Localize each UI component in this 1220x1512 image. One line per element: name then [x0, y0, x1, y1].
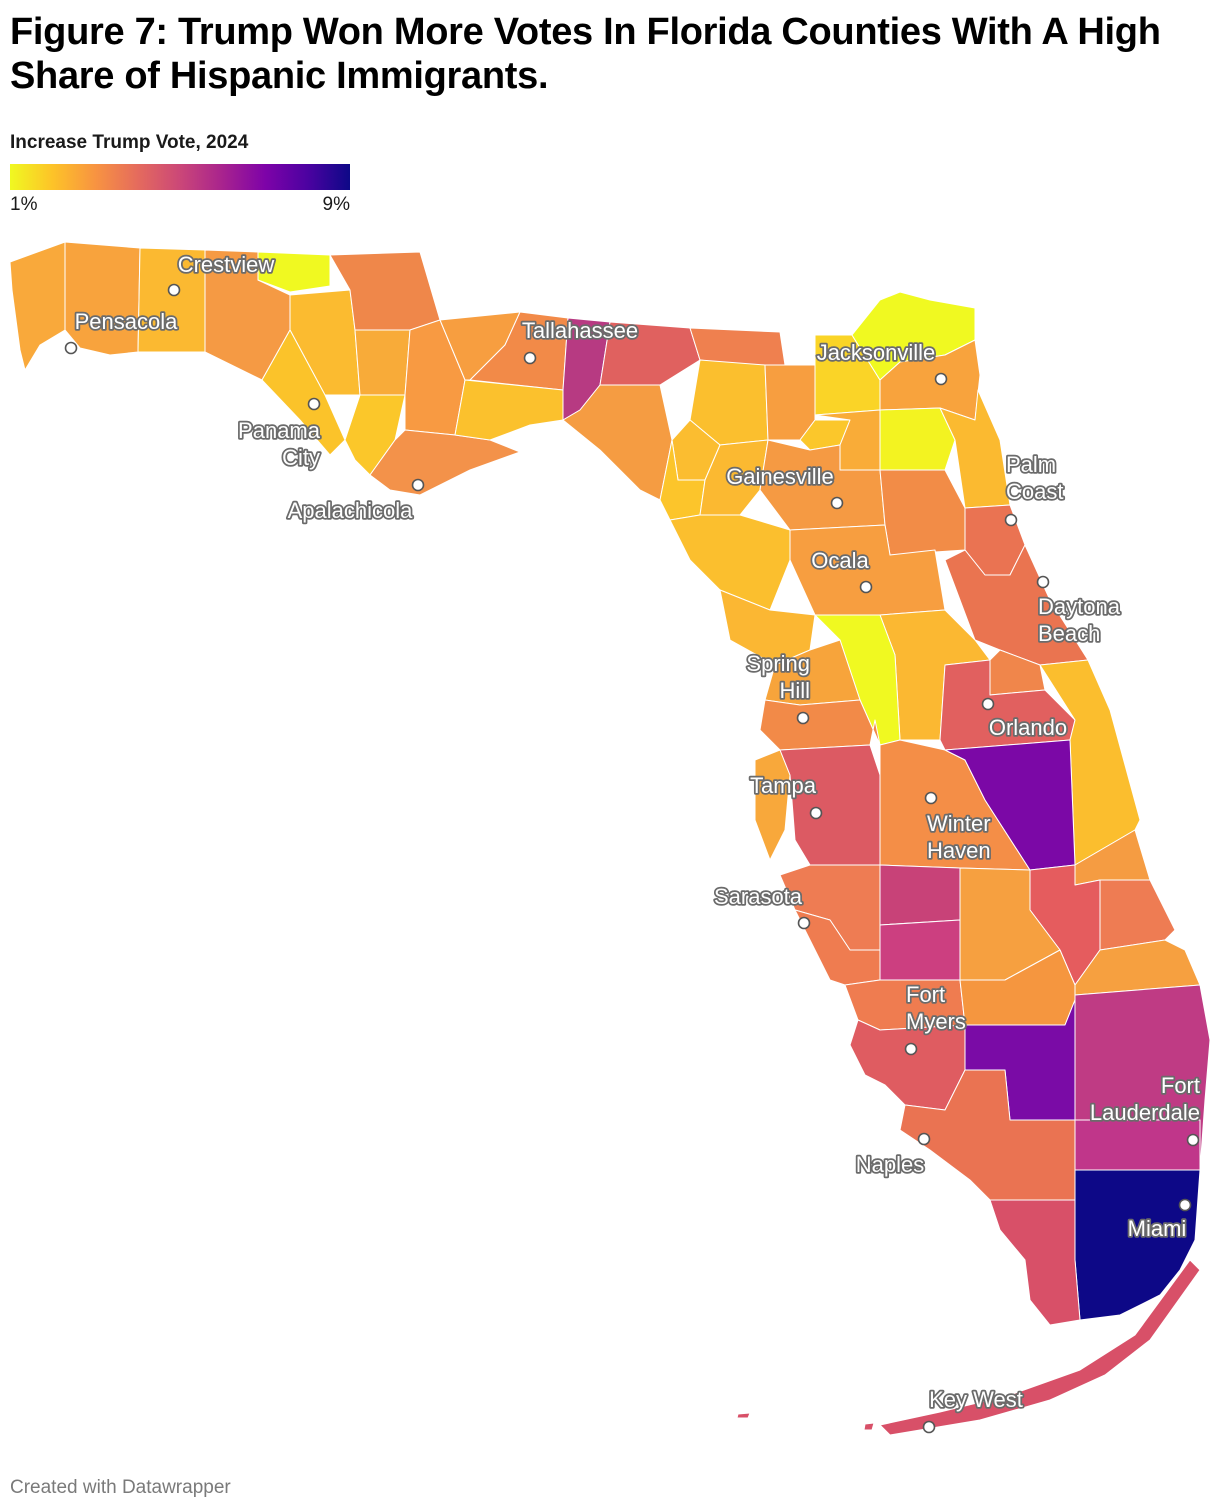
county-hillsborough[interactable] [779, 744, 881, 866]
city-marker-palm-coast[interactable] [1004, 513, 1018, 527]
city-marker-orlando[interactable] [981, 697, 995, 711]
city-marker-tallahassee[interactable] [523, 351, 537, 365]
county-pasco[interactable] [759, 699, 881, 751]
city-label-fort-lauderdale: Fort Lauderdale [1090, 1073, 1200, 1125]
county-miami-dade[interactable] [1074, 1169, 1201, 1321]
city-label-gainesville: Gainesville [726, 464, 834, 489]
legend-min-label: 1% [10, 194, 38, 215]
county-wakulla[interactable] [454, 379, 564, 441]
legend-gradient [10, 164, 350, 190]
legend-labels: 1% 9% [10, 194, 350, 218]
city-label-crestview: Crestview [178, 252, 275, 277]
county-monroe-islet[interactable] [863, 1422, 875, 1431]
city-label-jacksonville: Jacksonville [817, 340, 936, 365]
county-escambia[interactable] [9, 241, 66, 371]
city-label-pensacola: Pensacola [75, 309, 179, 334]
city-label-sarasota: Sarasota [714, 884, 803, 909]
city-marker-tampa[interactable] [809, 806, 823, 820]
chart-title: Figure 7: Trump Won More Votes In Florid… [10, 11, 1161, 97]
city-label-ocala: Ocala [811, 548, 869, 573]
county-monroe-islet[interactable] [736, 1412, 751, 1419]
county-holmes[interactable] [257, 251, 331, 293]
county-st-lucie[interactable] [1099, 879, 1176, 951]
county-hardee[interactable] [879, 864, 961, 926]
city-label-key-west: Key West [929, 1387, 1023, 1412]
city-label-panama-city: Panama City [238, 418, 321, 470]
county-santa-rosa[interactable] [64, 241, 141, 356]
city-markers: Crestview Pensacola Tallahassee Jacksonvill… [64, 250, 1202, 1434]
city-marker-naples[interactable] [917, 1132, 931, 1146]
city-marker-gainesville[interactable] [830, 496, 844, 510]
city-marker-pensacola[interactable] [64, 341, 78, 355]
city-label-spring-hill: Spring Hill [746, 651, 810, 703]
footer-credit: Created with Datawrapper [10, 1477, 231, 1498]
county-madison[interactable] [599, 321, 701, 386]
county-calhoun[interactable] [354, 329, 411, 396]
county-clay[interactable] [879, 407, 956, 471]
city-marker-crestview[interactable] [167, 283, 181, 297]
city-marker-panama-city[interactable] [307, 397, 321, 411]
county-franklin[interactable] [369, 429, 521, 496]
county-desoto[interactable] [879, 919, 961, 981]
city-marker-apalachicola[interactable] [411, 478, 425, 492]
city-marker-winter-haven[interactable] [924, 791, 938, 805]
counties [9, 241, 1211, 1436]
county-hamilton[interactable] [689, 327, 786, 366]
county-volusia[interactable] [944, 544, 1089, 666]
color-legend: Increase Trump Vote, 2024 1% 9% [10, 132, 350, 218]
city-label-apalachicola: Apalachicola [288, 498, 414, 523]
county-pinellas[interactable] [754, 749, 791, 861]
city-marker-ocala[interactable] [859, 580, 873, 594]
county-putnam[interactable] [879, 469, 966, 556]
city-marker-sarasota[interactable] [797, 916, 811, 930]
city-label-fort-myers: Fort Myers [906, 982, 966, 1034]
legend-title: Increase Trump Vote, 2024 [10, 132, 249, 153]
county-monroe[interactable] [989, 1199, 1081, 1326]
city-marker-jacksonville[interactable] [934, 372, 948, 386]
city-label-palm-coast: Palm Coast [1006, 452, 1063, 504]
city-marker-daytona-beach[interactable] [1036, 575, 1050, 589]
city-marker-key-west[interactable] [922, 1420, 936, 1434]
city-label-tampa: Tampa [750, 773, 817, 798]
city-label-winter-haven: Winter Haven [927, 811, 991, 863]
county-st-johns[interactable] [939, 389, 1011, 509]
city-marker-fort-lauderdale[interactable] [1186, 1133, 1200, 1147]
county-monroe-keys[interactable] [879, 1259, 1201, 1436]
city-marker-miami[interactable] [1178, 1198, 1192, 1212]
city-label-naples: Naples [856, 1152, 924, 1177]
city-label-miami: Miami [1128, 1216, 1187, 1241]
city-marker-spring-hill[interactable] [796, 711, 810, 725]
county-broward[interactable] [1074, 1119, 1201, 1171]
city-label-orlando: Orlando [989, 715, 1067, 740]
city-label-daytona-beach: Daytona Beach [1038, 594, 1121, 646]
city-label-tallahassee: Tallahassee [522, 318, 638, 343]
legend-max-label: 9% [322, 194, 350, 215]
city-marker-fort-myers[interactable] [904, 1042, 918, 1056]
county-columbia[interactable] [764, 364, 816, 441]
